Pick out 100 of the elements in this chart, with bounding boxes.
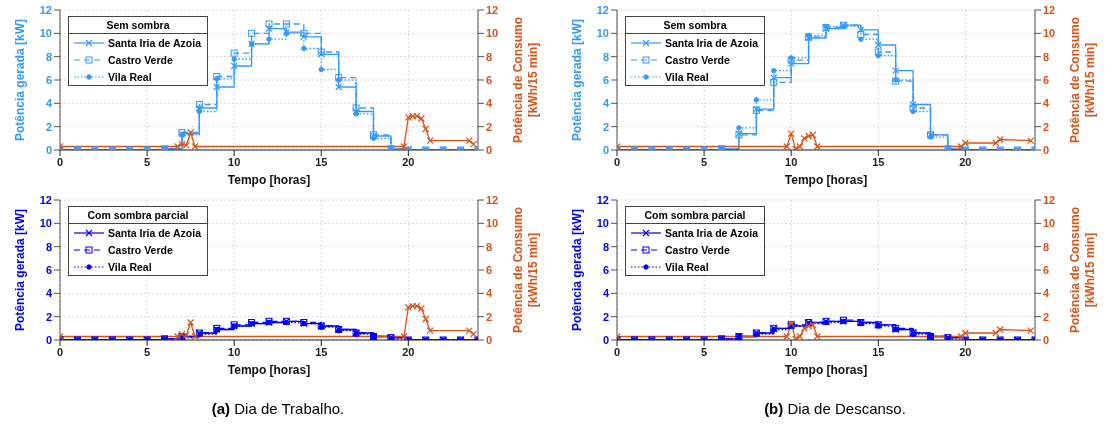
legend-label: Castro Verde [108, 243, 173, 256]
y-axis-title: Potência gerada [kW] [570, 18, 584, 142]
legend-label: Santa Iria de Azoia [665, 36, 758, 49]
y2-tick-label: 4 [486, 97, 493, 110]
y-tick-label: 2 [602, 120, 609, 133]
y2-tick-label: 6 [1043, 73, 1050, 86]
y2-tick-label: 0 [486, 143, 493, 156]
y2-tick-label: 10 [1043, 27, 1056, 40]
y-tick-label: 2 [45, 120, 52, 133]
y-tick-label: 10 [39, 27, 52, 40]
y-tick-label: 4 [602, 97, 610, 110]
x-tick-label: 20 [959, 345, 972, 358]
x-tick-label: 5 [144, 345, 151, 358]
y2-axis-title: Potência de Consumo [kWh/15 min] [1068, 16, 1097, 144]
x-tick-label: 10 [228, 345, 241, 358]
y-axis-title: Potência gerada [kW] [570, 208, 584, 332]
legend-label: Vila Real [665, 260, 709, 273]
legend-title: Sem sombra [626, 17, 764, 34]
x-tick-label: 10 [785, 155, 798, 168]
legend-title: Com sombra parcial [626, 207, 764, 224]
y2-tick-label: 0 [1043, 333, 1050, 346]
legend-label: Vila Real [108, 260, 152, 273]
y2-tick-label: 10 [486, 217, 499, 230]
y2-tick-label: 8 [1043, 50, 1050, 63]
y-tick-label: 6 [45, 73, 52, 86]
legend-label: Santa Iria de Azoia [108, 36, 201, 49]
y-tick-label: 12 [596, 3, 609, 16]
y-tick-label: 4 [45, 287, 53, 300]
y-tick-label: 12 [596, 193, 609, 206]
y-tick-label: 2 [45, 310, 52, 323]
legend-label: Castro Verde [665, 53, 730, 66]
y-axis-title: Potência gerada [kW] [13, 18, 27, 142]
x-tick-label: 5 [701, 155, 708, 168]
y2-axis-title: Potência de Consumo [kWh/15 min] [511, 16, 540, 144]
x-tick-label: 15 [315, 345, 328, 358]
y-tick-label: 2 [602, 310, 609, 323]
x-tick-label: 5 [144, 155, 151, 168]
y2-tick-label: 8 [486, 50, 493, 63]
y-tick-label: 0 [45, 333, 52, 346]
x-axis-title: Tempo [horas] [227, 363, 311, 377]
x-tick-label: 10 [785, 345, 798, 358]
x-axis-title: Tempo [horas] [784, 173, 868, 187]
y2-tick-label: 0 [486, 333, 493, 346]
x-tick-label: 0 [56, 345, 64, 358]
y2-tick-label: 0 [1043, 143, 1050, 156]
y-tick-label: 4 [45, 97, 53, 110]
text: (a) Dia de Trabalho. [210, 400, 346, 417]
y2-tick-label: 12 [1043, 3, 1056, 16]
x-tick-label: 0 [56, 155, 64, 168]
y2-tick-label: 12 [1043, 193, 1056, 206]
text: (b) Dia de Descanso. [763, 400, 907, 417]
x-tick-label: 15 [315, 155, 328, 168]
y2-tick-label: 2 [486, 120, 493, 133]
x-tick-label: 15 [872, 155, 885, 168]
y-tick-label: 12 [39, 3, 52, 16]
y-tick-label: 4 [602, 287, 610, 300]
y2-tick-label: 10 [1043, 217, 1056, 230]
y-tick-label: 6 [45, 263, 52, 276]
y2-tick-label: 8 [1043, 240, 1050, 253]
y2-axis-title: Potência de Consumo [kWh/15 min] [1068, 206, 1097, 334]
y2-tick-label: 4 [1043, 97, 1050, 110]
y-tick-label: 8 [45, 50, 52, 63]
legend-label: Vila Real [665, 70, 709, 83]
x-tick-label: 0 [613, 155, 621, 168]
x-axis-title: Tempo [horas] [784, 363, 868, 377]
x-tick-label: 20 [959, 155, 972, 168]
y-tick-label: 10 [596, 27, 609, 40]
y-tick-label: 8 [602, 50, 609, 63]
y2-axis-title: Potência de Consumo [kWh/15 min] [511, 206, 540, 334]
y2-tick-label: 12 [486, 3, 499, 16]
y-tick-label: 12 [39, 193, 52, 206]
y-tick-label: 6 [602, 73, 609, 86]
y-tick-label: 0 [602, 333, 609, 346]
x-tick-label: 0 [613, 345, 621, 358]
y-tick-label: 8 [45, 240, 52, 253]
y2-tick-label: 12 [486, 193, 499, 206]
y-tick-label: 10 [596, 217, 609, 230]
y2-tick-label: 6 [1043, 263, 1050, 276]
legend-title: Sem sombra [69, 17, 207, 34]
x-tick-label: 10 [228, 155, 241, 168]
y2-tick-label: 10 [486, 27, 499, 40]
legend-label: Santa Iria de Azoia [108, 226, 201, 239]
y-tick-label: 10 [39, 217, 52, 230]
legend-label: Vila Real [108, 70, 152, 83]
y-axis-title: Potência gerada [kW] [13, 208, 27, 332]
y-tick-label: 8 [602, 240, 609, 253]
legend-title: Com sombra parcial [69, 207, 207, 224]
y2-tick-label: 2 [1043, 310, 1050, 323]
y2-tick-label: 2 [1043, 120, 1050, 133]
x-tick-label: 20 [402, 155, 415, 168]
y2-tick-label: 6 [486, 263, 493, 276]
legend-label: Santa Iria de Azoia [665, 226, 758, 239]
y2-tick-label: 2 [486, 310, 493, 323]
y2-tick-label: 4 [486, 287, 493, 300]
y-tick-label: 6 [602, 263, 609, 276]
y2-tick-label: 8 [486, 240, 493, 253]
legend-label: Castro Verde [108, 53, 173, 66]
y2-tick-label: 6 [486, 73, 493, 86]
x-tick-label: 5 [701, 345, 708, 358]
y2-tick-label: 4 [1043, 287, 1050, 300]
